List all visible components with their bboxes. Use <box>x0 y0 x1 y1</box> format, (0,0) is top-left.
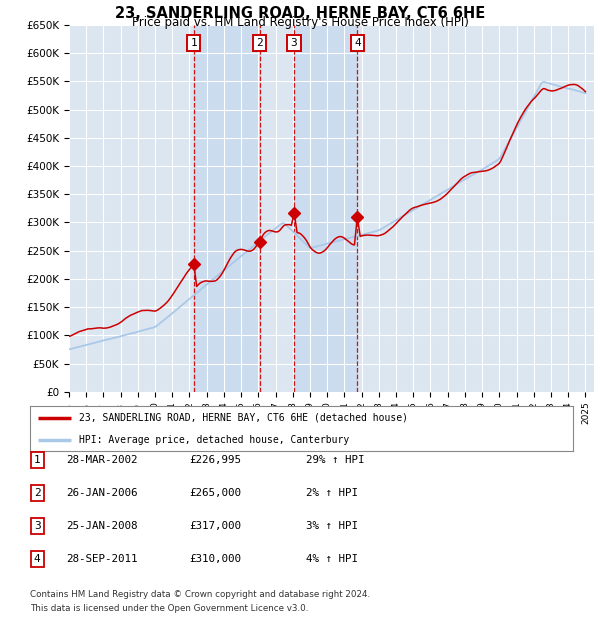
Text: 2: 2 <box>256 38 263 48</box>
Text: 3: 3 <box>290 38 298 48</box>
Text: 1: 1 <box>34 455 41 465</box>
Text: 1: 1 <box>190 38 197 48</box>
Bar <box>294 25 358 392</box>
Text: 4: 4 <box>354 38 361 48</box>
Text: 29% ↑ HPI: 29% ↑ HPI <box>306 455 365 465</box>
Text: £265,000: £265,000 <box>189 488 241 498</box>
Text: 3: 3 <box>34 521 41 531</box>
Text: 2: 2 <box>34 488 41 498</box>
Text: 26-JAN-2006: 26-JAN-2006 <box>66 488 137 498</box>
Text: £226,995: £226,995 <box>189 455 241 465</box>
Text: Contains HM Land Registry data © Crown copyright and database right 2024.: Contains HM Land Registry data © Crown c… <box>30 590 370 599</box>
Text: 25-JAN-2008: 25-JAN-2008 <box>66 521 137 531</box>
Text: 2% ↑ HPI: 2% ↑ HPI <box>306 488 358 498</box>
Text: £310,000: £310,000 <box>189 554 241 564</box>
Text: £317,000: £317,000 <box>189 521 241 531</box>
Text: This data is licensed under the Open Government Licence v3.0.: This data is licensed under the Open Gov… <box>30 603 308 613</box>
Text: 28-MAR-2002: 28-MAR-2002 <box>66 455 137 465</box>
Text: 23, SANDERLING ROAD, HERNE BAY, CT6 6HE: 23, SANDERLING ROAD, HERNE BAY, CT6 6HE <box>115 6 485 20</box>
Text: 28-SEP-2011: 28-SEP-2011 <box>66 554 137 564</box>
Text: 3% ↑ HPI: 3% ↑ HPI <box>306 521 358 531</box>
Text: 23, SANDERLING ROAD, HERNE BAY, CT6 6HE (detached house): 23, SANDERLING ROAD, HERNE BAY, CT6 6HE … <box>79 413 408 423</box>
Text: HPI: Average price, detached house, Canterbury: HPI: Average price, detached house, Cant… <box>79 435 349 445</box>
Bar <box>194 25 260 392</box>
Text: 4: 4 <box>34 554 41 564</box>
Text: Price paid vs. HM Land Registry's House Price Index (HPI): Price paid vs. HM Land Registry's House … <box>131 16 469 29</box>
Text: 4% ↑ HPI: 4% ↑ HPI <box>306 554 358 564</box>
